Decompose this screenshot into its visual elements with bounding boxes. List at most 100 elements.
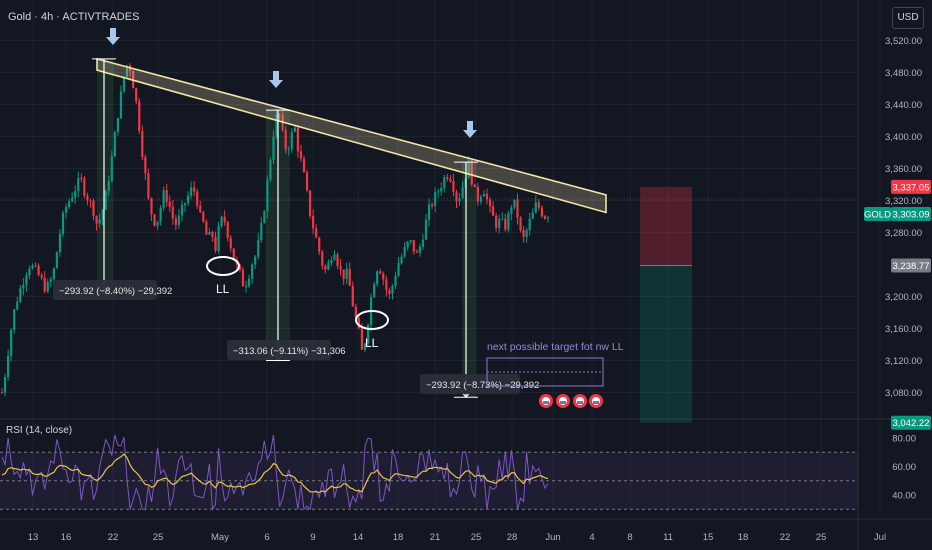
price-tick-label: 3,360.00 <box>885 164 922 175</box>
candle-body <box>535 202 537 212</box>
candle-body <box>449 179 451 181</box>
measure-fill <box>97 59 113 294</box>
candle-body <box>510 207 512 213</box>
event-badge-icon <box>593 401 599 404</box>
candle-body <box>477 187 479 202</box>
price-tick-label: 3,480.00 <box>885 68 922 79</box>
date-tick-label: 15 <box>703 532 714 543</box>
candle-body <box>404 247 406 256</box>
date-tick-label: 9 <box>310 532 315 543</box>
candle-body <box>446 177 448 179</box>
candle-body <box>105 191 107 210</box>
candle-body <box>254 257 256 265</box>
candle-body <box>346 269 348 279</box>
candle-body <box>251 264 253 278</box>
candle-body <box>89 200 91 201</box>
candle-body <box>407 242 409 248</box>
candle-body <box>419 247 421 253</box>
candle-body <box>50 279 52 282</box>
candle-body <box>217 226 219 251</box>
date-tick-label: 6 <box>264 532 269 543</box>
event-badge-icon <box>577 401 583 404</box>
rsi-tick-label: 40.00 <box>892 491 916 502</box>
target-annotation: next possible target fot nw LL <box>487 341 624 353</box>
candle-body <box>260 223 262 240</box>
date-tick-label: 25 <box>153 532 164 543</box>
candle-body <box>208 232 210 235</box>
candle-body <box>400 257 402 264</box>
price-tick-label: 3,520.00 <box>885 36 922 47</box>
candle-body <box>410 240 412 242</box>
channel-drawing[interactable] <box>97 59 606 213</box>
down-arrow-icon <box>269 71 283 88</box>
stop-zone <box>640 187 692 266</box>
date-axis[interactable]: 13 16 22 25 May 6 9 14 18 21 25 28 Jun 4 8 11 15 18 22 25 Ju… <box>0 519 932 543</box>
candle-body <box>522 230 524 237</box>
candle-body <box>333 255 335 260</box>
candle-body <box>92 201 94 216</box>
candle-body <box>547 218 549 219</box>
candle-body <box>300 151 302 158</box>
candle-body <box>25 275 27 284</box>
date-tick-label: Jul <box>874 532 886 543</box>
candle-body <box>394 276 396 286</box>
candle-body <box>330 260 332 263</box>
price-axis[interactable]: 3,520.00 3,480.00 3,440.00 3,400.00 3,360.00… <box>858 0 931 550</box>
candle-body <box>480 197 482 202</box>
date-tick-label: 11 <box>663 532 673 543</box>
candle-body <box>7 356 9 377</box>
rsi-tick-label: 60.00 <box>892 462 916 473</box>
candle-body <box>379 271 381 273</box>
candle-body <box>150 198 152 214</box>
candle-body <box>68 201 70 207</box>
date-tick-label: 22 <box>780 532 791 543</box>
candle-body <box>431 204 433 206</box>
candle-body <box>541 208 543 217</box>
candle-body <box>53 268 55 279</box>
candle-body <box>71 198 73 202</box>
candle-body <box>147 173 149 198</box>
candle-body <box>532 213 534 219</box>
candle-body <box>120 91 122 118</box>
price-tick-label: 3,320.00 <box>885 196 922 207</box>
candle-body <box>324 266 326 270</box>
candle-body <box>248 279 250 286</box>
candle-body <box>135 88 137 101</box>
candle-body <box>388 290 390 294</box>
rsi-tick-label: 80.00 <box>892 434 916 445</box>
candle-body <box>455 192 457 202</box>
candle-body <box>99 220 101 224</box>
date-tick-label: 13 <box>28 532 39 543</box>
date-tick-label: 16 <box>61 532 72 543</box>
candle-body <box>306 172 308 190</box>
candle-body <box>196 191 198 205</box>
price-tick-label: 3,200.00 <box>885 292 922 303</box>
date-tick-label: 14 <box>353 532 364 543</box>
candle-body <box>440 188 442 191</box>
candle-body <box>10 330 12 356</box>
candle-body <box>16 302 18 310</box>
currency-button[interactable]: USD <box>892 7 924 29</box>
candle-body <box>4 377 6 393</box>
date-tick-label: 4 <box>589 532 594 543</box>
ll-label-2: LL <box>365 336 379 350</box>
candle-body <box>376 271 378 284</box>
candle-body <box>172 207 174 218</box>
candle-body <box>117 118 119 132</box>
candle-body <box>361 328 363 349</box>
candle-body <box>422 240 424 247</box>
candle-body <box>416 252 418 253</box>
candle-body <box>483 194 485 197</box>
price-tag-label: 3,042.22 <box>893 418 930 429</box>
candle-body <box>22 285 24 289</box>
candle-body <box>309 190 311 216</box>
candle-body <box>498 219 500 228</box>
candle-body <box>458 198 460 201</box>
candle-body <box>160 208 162 222</box>
rsi-label: RSI (14, close) <box>6 425 72 436</box>
candle-body <box>501 219 503 220</box>
trade-risk-reward-box[interactable] <box>640 187 692 423</box>
candle-body <box>141 131 143 157</box>
candle-body <box>111 157 113 181</box>
